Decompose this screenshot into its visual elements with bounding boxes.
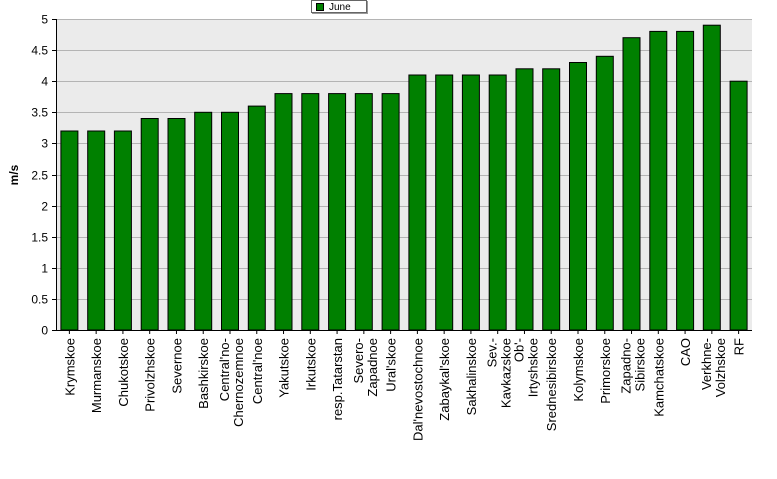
bar [301, 93, 320, 331]
y-tick-label: 3 [41, 137, 48, 151]
bar [488, 74, 507, 331]
x-tick-label: Kamchatskoe [651, 338, 666, 417]
legend-swatch [316, 3, 324, 11]
y-tick-label: 2 [41, 200, 48, 214]
x-tick-label: RF [732, 338, 747, 355]
x-tick-label: Severnoe [170, 338, 185, 394]
x-tick-label: Verkhne-Volzhskoe [699, 338, 728, 397]
x-tick-label: Sev.-Kavkazskoe [485, 338, 514, 408]
bar [435, 74, 454, 331]
legend: June [311, 0, 367, 13]
bar [622, 37, 641, 331]
bar [676, 30, 695, 331]
bar [194, 111, 213, 331]
bar [729, 80, 748, 331]
legend-label: June [329, 2, 351, 13]
y-tick-label: 0.5 [31, 293, 48, 307]
plot-area [56, 19, 752, 330]
bar [274, 93, 293, 331]
bar [221, 111, 239, 331]
x-tick-label: Murmanskoe [89, 338, 104, 413]
x-tick-label: Irkutskoe [303, 338, 318, 391]
bar [113, 130, 132, 331]
x-tick-label: Ural'skoe [384, 338, 399, 392]
bar [542, 68, 561, 331]
x-tick-label: Central'no-Chernozemnoe [217, 338, 246, 427]
y-tick-label: 1 [41, 262, 48, 276]
y-axis-label: m/s [7, 164, 21, 185]
x-tick-label: CAO [678, 338, 693, 366]
x-tick-label: Severo-Zapadnoe [351, 338, 380, 397]
x-tick-label: resp.Tatarstan [330, 338, 345, 420]
y-tick-labels: 0 0.5 1 1.5 2 2.5 3 3.5 4 4.5 5 [31, 13, 56, 338]
bars [60, 24, 748, 331]
y-tick-label: 4.5 [31, 44, 48, 58]
bar [328, 93, 347, 331]
bar [515, 68, 534, 331]
bar [569, 62, 587, 331]
x-tick-label: Bashkirskoe [196, 338, 211, 409]
x-tick-label: Yakutskoe [277, 338, 292, 398]
bar [408, 74, 427, 331]
x-tick-label: Zapadno-Sibirskoe [619, 338, 648, 394]
x-tick-label: Sakhalinskoe [464, 338, 479, 415]
x-tick-label: Ob'-Irtyshskoe [512, 338, 541, 397]
x-tick-label: Srednesibirskoe [544, 338, 559, 431]
bar [247, 105, 266, 331]
y-tick-label: 4 [41, 75, 48, 89]
bar [167, 118, 186, 331]
x-tick-label: Chukotskoe [116, 338, 131, 407]
x-tick-label: Kolymskoe [571, 338, 586, 402]
bar [87, 130, 106, 331]
bar [60, 130, 79, 331]
y-tick-label: 1.5 [31, 231, 48, 245]
y-tick-label: 3.5 [31, 106, 48, 120]
x-tick-label: Dal'nevostochnoe [410, 338, 425, 441]
y-tick-label: 0 [41, 324, 48, 338]
x-tick-label: Krymskoe [62, 338, 77, 396]
bar [354, 93, 373, 331]
bar [381, 93, 400, 331]
x-tick-label: Privolzhskoe [143, 338, 158, 412]
bar [595, 55, 614, 331]
x-tick-label: Primorskoe [598, 338, 613, 404]
bar [140, 118, 159, 331]
bar [461, 74, 480, 331]
y-tick-label: 5 [41, 13, 48, 27]
x-tick-labels: Krymskoe Murmanskoe Chukotskoe Privolzhskoe… [62, 330, 747, 441]
x-tick-label: Zabaykal'skoe [437, 338, 452, 421]
y-tick-label: 2.5 [31, 169, 48, 183]
bar [649, 30, 668, 331]
bar [702, 24, 721, 331]
x-tick-label: Central'noe [250, 338, 265, 404]
